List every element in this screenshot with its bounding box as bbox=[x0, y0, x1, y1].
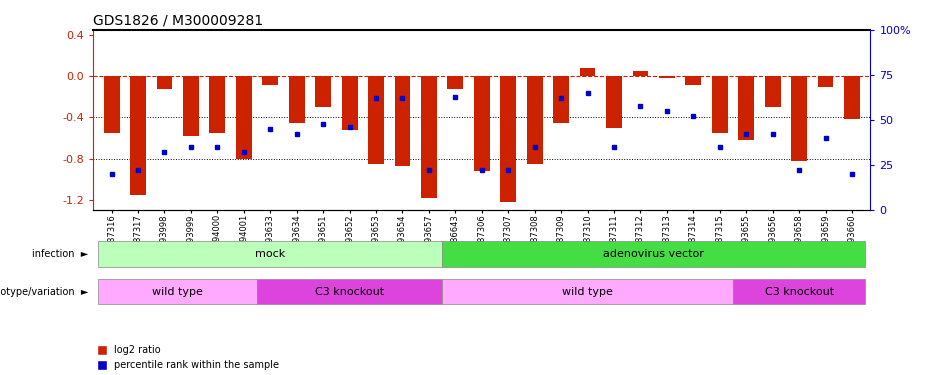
Text: GDS1826 / M300009281: GDS1826 / M300009281 bbox=[93, 13, 263, 27]
Text: genotype/variation  ►: genotype/variation ► bbox=[0, 286, 88, 297]
Text: adenovirus vector: adenovirus vector bbox=[603, 249, 704, 259]
Bar bbox=[442, 279, 733, 304]
Bar bbox=[257, 279, 442, 304]
Bar bbox=[712, 76, 728, 133]
Bar bbox=[342, 76, 358, 130]
Bar bbox=[421, 76, 437, 198]
Bar bbox=[733, 279, 865, 304]
Text: infection  ►: infection ► bbox=[33, 249, 88, 259]
Text: C3 knockout: C3 knockout bbox=[315, 286, 385, 297]
Bar bbox=[844, 76, 860, 120]
Bar bbox=[156, 76, 172, 88]
Legend: log2 ratio, percentile rank within the sample: log2 ratio, percentile rank within the s… bbox=[98, 345, 278, 370]
Bar bbox=[99, 279, 257, 304]
Bar bbox=[395, 76, 411, 166]
Bar bbox=[442, 242, 865, 267]
Bar bbox=[553, 76, 569, 123]
Bar bbox=[527, 76, 543, 164]
Bar bbox=[817, 76, 833, 87]
Bar bbox=[659, 76, 675, 78]
Bar bbox=[764, 76, 780, 107]
Bar bbox=[236, 76, 251, 159]
Bar bbox=[500, 76, 516, 202]
Bar bbox=[209, 76, 225, 133]
Bar bbox=[738, 76, 754, 140]
Text: wild type: wild type bbox=[153, 286, 203, 297]
Bar bbox=[368, 76, 384, 164]
Text: wild type: wild type bbox=[562, 286, 613, 297]
Text: mock: mock bbox=[255, 249, 286, 259]
Bar bbox=[99, 242, 442, 267]
Bar bbox=[289, 76, 304, 123]
Bar bbox=[448, 76, 464, 88]
Bar bbox=[263, 76, 278, 84]
Bar bbox=[632, 71, 648, 76]
Bar bbox=[606, 76, 622, 128]
Bar bbox=[183, 76, 199, 136]
Bar bbox=[130, 76, 146, 195]
Bar bbox=[316, 76, 331, 107]
Text: C3 knockout: C3 knockout bbox=[764, 286, 833, 297]
Bar bbox=[580, 68, 596, 76]
Bar bbox=[791, 76, 807, 160]
Bar bbox=[474, 76, 490, 171]
Bar bbox=[685, 76, 701, 84]
Bar bbox=[103, 76, 119, 133]
